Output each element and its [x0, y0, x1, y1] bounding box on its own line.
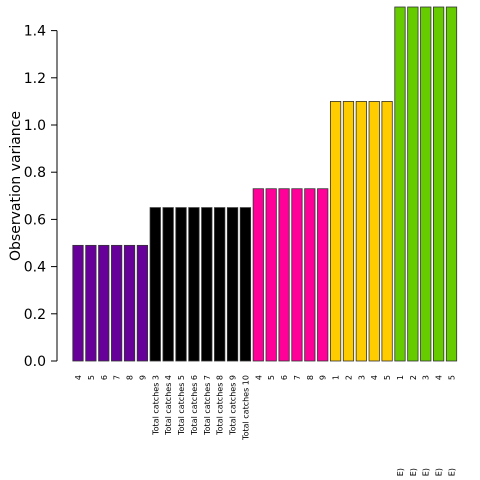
x-tick-label: 5 — [448, 375, 457, 380]
x-tick-label: 1 — [332, 375, 341, 380]
x-tick-label: 3 — [357, 375, 366, 380]
x-tick-label: 4 — [370, 375, 379, 380]
bar — [394, 6, 406, 362]
x-tick-label: 9 — [138, 375, 147, 380]
bar — [175, 207, 187, 362]
x-tick-label: Total catches 9 — [229, 375, 238, 436]
x-tick-label: 8 — [306, 375, 315, 380]
x-tick-label: 7 — [113, 375, 122, 380]
bar — [381, 101, 393, 362]
y-tick-label: 1.0 — [24, 118, 46, 134]
y-axis: 0.0 0.2 0.4 0.6 0.8 1.0 1.2 1.4 — [24, 24, 58, 370]
y-tick-label: 0.4 — [24, 260, 46, 276]
bar — [188, 207, 200, 362]
y-tick-label: 1.4 — [24, 24, 46, 40]
x-tick-label-tail: E) — [409, 468, 418, 476]
x-tick-label: 5 — [383, 375, 392, 380]
bar — [72, 244, 84, 362]
bar — [329, 101, 342, 362]
x-tick-label: Total catches 5 — [177, 375, 186, 436]
bar — [265, 188, 277, 362]
x-tick-label: 4 — [254, 375, 263, 380]
x-tick-label-tail: E) — [448, 468, 457, 476]
bar — [214, 207, 226, 362]
x-tick-label: 1 — [396, 375, 405, 380]
x-tick-label: 5 — [267, 375, 276, 380]
y-axis-label: Observation variance — [8, 111, 24, 261]
bar — [239, 207, 252, 362]
bar — [420, 6, 432, 362]
bar — [201, 207, 213, 362]
bar — [433, 6, 445, 362]
bar — [226, 207, 239, 362]
y-tick-label: 0.6 — [24, 212, 46, 228]
x-tick-label: 8 — [126, 375, 135, 380]
x-tick-label: 2 — [344, 375, 353, 380]
bar — [136, 244, 148, 362]
x-tick-label-tail: E) — [422, 468, 431, 476]
bar — [162, 207, 174, 362]
x-tick-label: 7 — [293, 375, 302, 380]
bar — [111, 244, 123, 362]
bars — [72, 6, 458, 362]
x-tick-label-tail: E) — [435, 468, 444, 476]
bar — [304, 188, 316, 362]
y-tick-label: 0.8 — [24, 165, 46, 181]
x-tick-label: Total catches 8 — [216, 375, 225, 436]
bar — [123, 244, 136, 362]
x-tick-label: Total catches 3 — [151, 375, 160, 436]
bar — [445, 6, 458, 362]
x-tick-label: Total catches 10 — [241, 375, 250, 441]
x-tick-label: Total catches 6 — [190, 375, 199, 436]
y-tick-label: 0.0 — [24, 354, 46, 370]
bar — [342, 101, 355, 362]
x-tick-label: 9 — [319, 375, 328, 380]
x-tick-label-tail: E) — [396, 468, 405, 476]
bar — [368, 101, 380, 362]
y-tick-label: 0.2 — [24, 307, 46, 323]
bar — [317, 188, 329, 362]
x-tick-label: Total catches 7 — [203, 375, 212, 436]
x-tick-label: 3 — [422, 375, 431, 380]
bar — [252, 188, 264, 362]
bar — [407, 6, 419, 362]
bar — [85, 244, 97, 362]
x-tick-labels: 4 5 6 7 8 9 Total catches 3 Total catches 4 Tota… — [74, 375, 457, 476]
bar — [278, 188, 290, 362]
x-tick-label: 6 — [100, 375, 109, 380]
x-tick-label: Total catches 4 — [164, 375, 173, 436]
bar — [149, 207, 161, 362]
x-tick-label: 2 — [409, 375, 418, 380]
bar — [291, 188, 303, 362]
x-tick-label: 5 — [87, 375, 96, 380]
x-tick-label: 4 — [435, 375, 444, 380]
y-tick-label: 1.2 — [24, 71, 46, 87]
x-tick-label: 6 — [280, 375, 289, 380]
bar — [98, 244, 110, 362]
x-tick-label: 4 — [74, 375, 83, 380]
bar — [355, 101, 367, 362]
